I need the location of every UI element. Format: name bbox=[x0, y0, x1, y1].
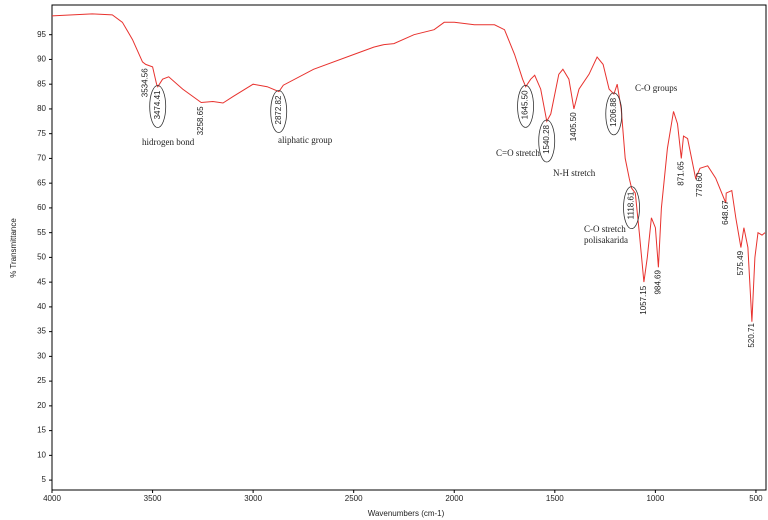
x-tick-label: 4000 bbox=[43, 494, 61, 503]
x-tick-label: 1500 bbox=[546, 494, 564, 503]
peak-label: 1057.15 bbox=[639, 285, 648, 314]
peak-label: 1118.61 bbox=[627, 191, 636, 219]
annotation: hidrogen bond bbox=[142, 137, 195, 147]
peak-label: 1645.50 bbox=[521, 90, 530, 119]
peak-label: 1206.88 bbox=[609, 97, 618, 126]
x-tick-label: 2000 bbox=[445, 494, 463, 503]
y-tick-label: 75 bbox=[37, 129, 46, 138]
peak-circle bbox=[538, 119, 556, 163]
y-tick-label: 60 bbox=[37, 203, 46, 212]
annotation: C=O stretch bbox=[496, 148, 540, 158]
y-tick-label: 90 bbox=[37, 55, 46, 64]
peak-label: 648.67 bbox=[721, 200, 730, 225]
peak-label: 2872.82 bbox=[274, 95, 283, 124]
peak-label: 3258.65 bbox=[196, 106, 205, 135]
y-tick-label: 30 bbox=[37, 351, 46, 360]
y-tick-label: 65 bbox=[37, 178, 46, 187]
plot-frame bbox=[51, 4, 767, 491]
peak-circle bbox=[149, 85, 167, 128]
x-tick-label: 2500 bbox=[345, 494, 363, 503]
y-tick-label: 55 bbox=[37, 228, 46, 237]
annotation: aliphatic group bbox=[278, 135, 333, 145]
x-tick-label: 3500 bbox=[144, 494, 162, 503]
y-tick-label: 35 bbox=[37, 327, 46, 336]
y-tick-label: 85 bbox=[37, 79, 46, 88]
x-tick-label: 1000 bbox=[646, 494, 664, 503]
peak-label: 1405.50 bbox=[569, 112, 578, 141]
y-tick-label: 15 bbox=[37, 426, 46, 435]
peak-label: 778.60 bbox=[695, 172, 704, 197]
peak-label: 520.71 bbox=[747, 323, 756, 348]
x-axis-label: Wavenumbers (cm-1) bbox=[368, 509, 445, 518]
y-tick-label: 80 bbox=[37, 104, 46, 113]
x-tick-label: 3000 bbox=[244, 494, 262, 503]
peak-label: 3474.41 bbox=[153, 90, 162, 119]
y-tick-label: 95 bbox=[37, 30, 46, 39]
x-tick-label: 500 bbox=[749, 494, 763, 503]
peak-label: 3534.56 bbox=[141, 68, 150, 97]
peak-circle bbox=[517, 85, 534, 128]
peak-circle bbox=[605, 92, 623, 136]
y-tick-label: 50 bbox=[37, 253, 46, 262]
y-tick-label: 5 bbox=[42, 475, 47, 484]
peak-circle bbox=[623, 186, 640, 230]
y-tick-label: 40 bbox=[37, 302, 46, 311]
peak-label: 1540.28 bbox=[542, 124, 551, 153]
y-tick-label: 20 bbox=[37, 401, 46, 410]
peak-label: 871.65 bbox=[676, 161, 685, 186]
annotation: C-O groups bbox=[635, 83, 678, 93]
y-tick-label: 10 bbox=[37, 450, 46, 459]
y-axis-label: % Transmittance bbox=[9, 218, 18, 278]
spectrum-line bbox=[51, 13, 766, 322]
peak-label: 984.69 bbox=[654, 270, 663, 295]
peak-label: 575.49 bbox=[736, 250, 745, 275]
y-tick-label: 45 bbox=[37, 277, 46, 286]
annotation: polisakarida bbox=[584, 235, 628, 245]
y-tick-label: 25 bbox=[37, 376, 46, 385]
peak-circle bbox=[270, 90, 288, 133]
annotation: N-H stretch bbox=[553, 168, 596, 178]
y-tick-label: 70 bbox=[37, 154, 46, 163]
annotation: C-O stretch bbox=[584, 224, 626, 234]
